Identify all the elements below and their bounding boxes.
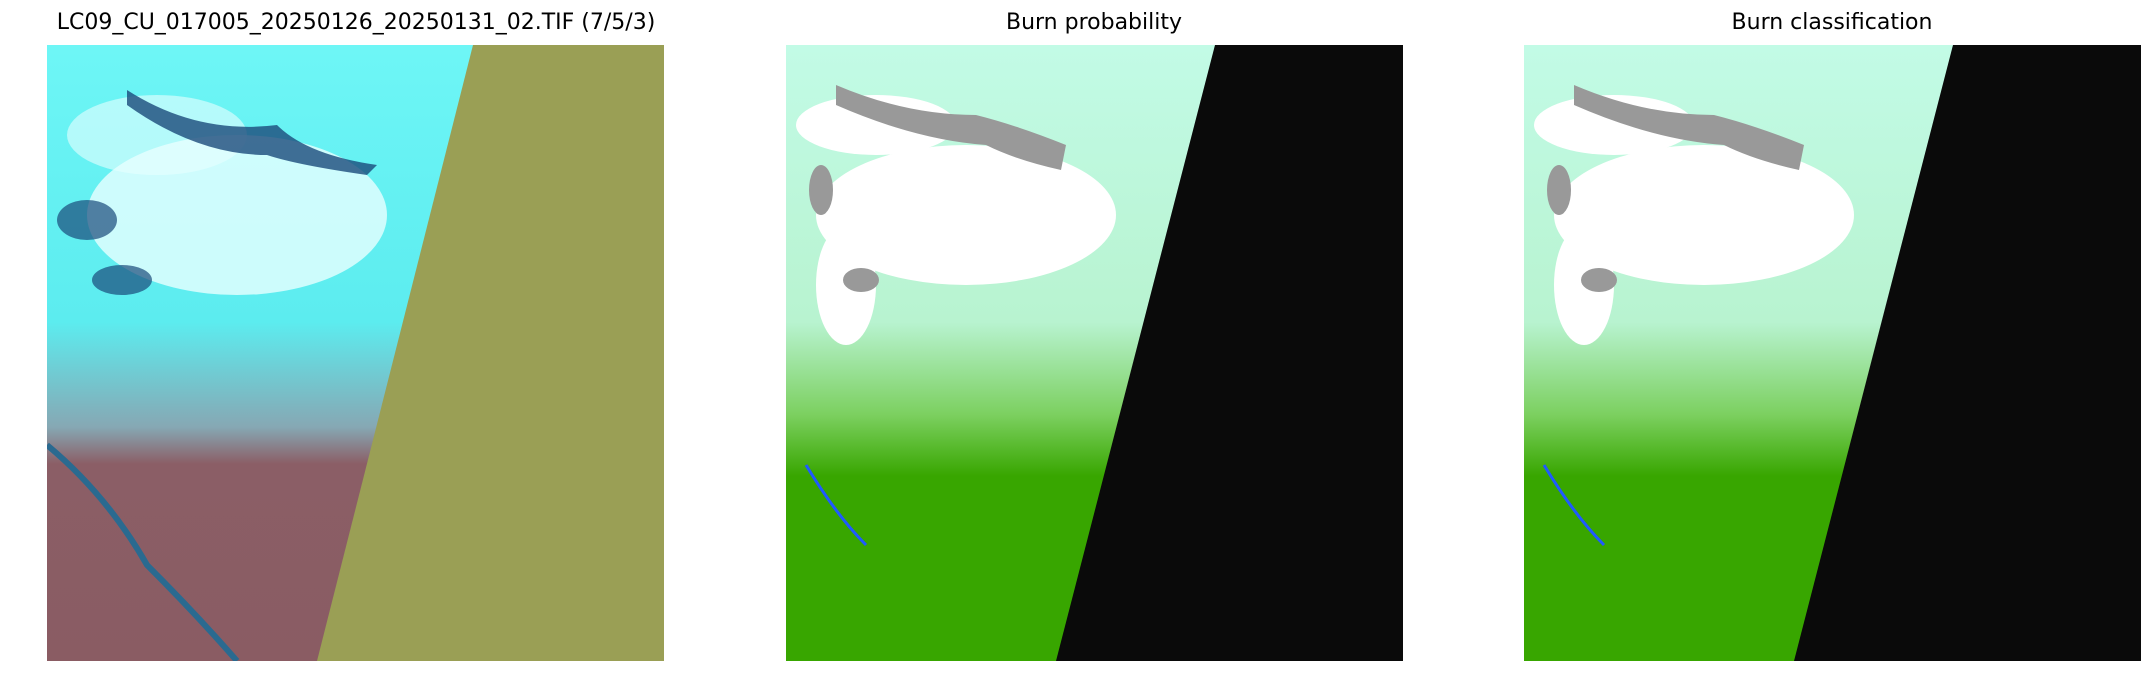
cloud-shadow-mask — [836, 85, 1066, 170]
cloud — [87, 135, 387, 295]
cloud-mask — [1554, 145, 1854, 285]
cloud-shadow-mask — [1574, 85, 1804, 170]
panel-title-classification: Burn classification — [1731, 10, 1933, 35]
rgb-image-panel — [47, 45, 664, 661]
cloud-mask — [816, 145, 1116, 285]
burn-probability-panel — [786, 45, 1403, 661]
cloud-shadow — [92, 265, 152, 295]
panel-title-rgb: LC09_CU_017005_20250126_20250131_02.TIF … — [56, 10, 656, 35]
cloud-shadow-mask — [1547, 165, 1571, 215]
water — [804, 464, 868, 547]
cloud-shadow-mask — [843, 268, 879, 292]
burn-classification-image — [1524, 45, 2141, 661]
nodata-region — [1794, 45, 2141, 661]
water — [1542, 464, 1606, 547]
cloud-shadow-mask — [1581, 268, 1617, 292]
cloud-shadow — [127, 90, 377, 175]
river — [47, 442, 240, 661]
nodata-region — [1056, 45, 1403, 661]
burn-classification-panel — [1524, 45, 2141, 661]
cloud — [67, 95, 247, 175]
cloud-shadow-mask — [809, 165, 833, 215]
cloud-shadow — [57, 200, 117, 240]
burn-probability-image — [786, 45, 1403, 661]
nodata-region — [317, 45, 664, 661]
panel-title-probability: Burn probability — [1005, 10, 1183, 35]
rgb-image — [47, 45, 664, 661]
